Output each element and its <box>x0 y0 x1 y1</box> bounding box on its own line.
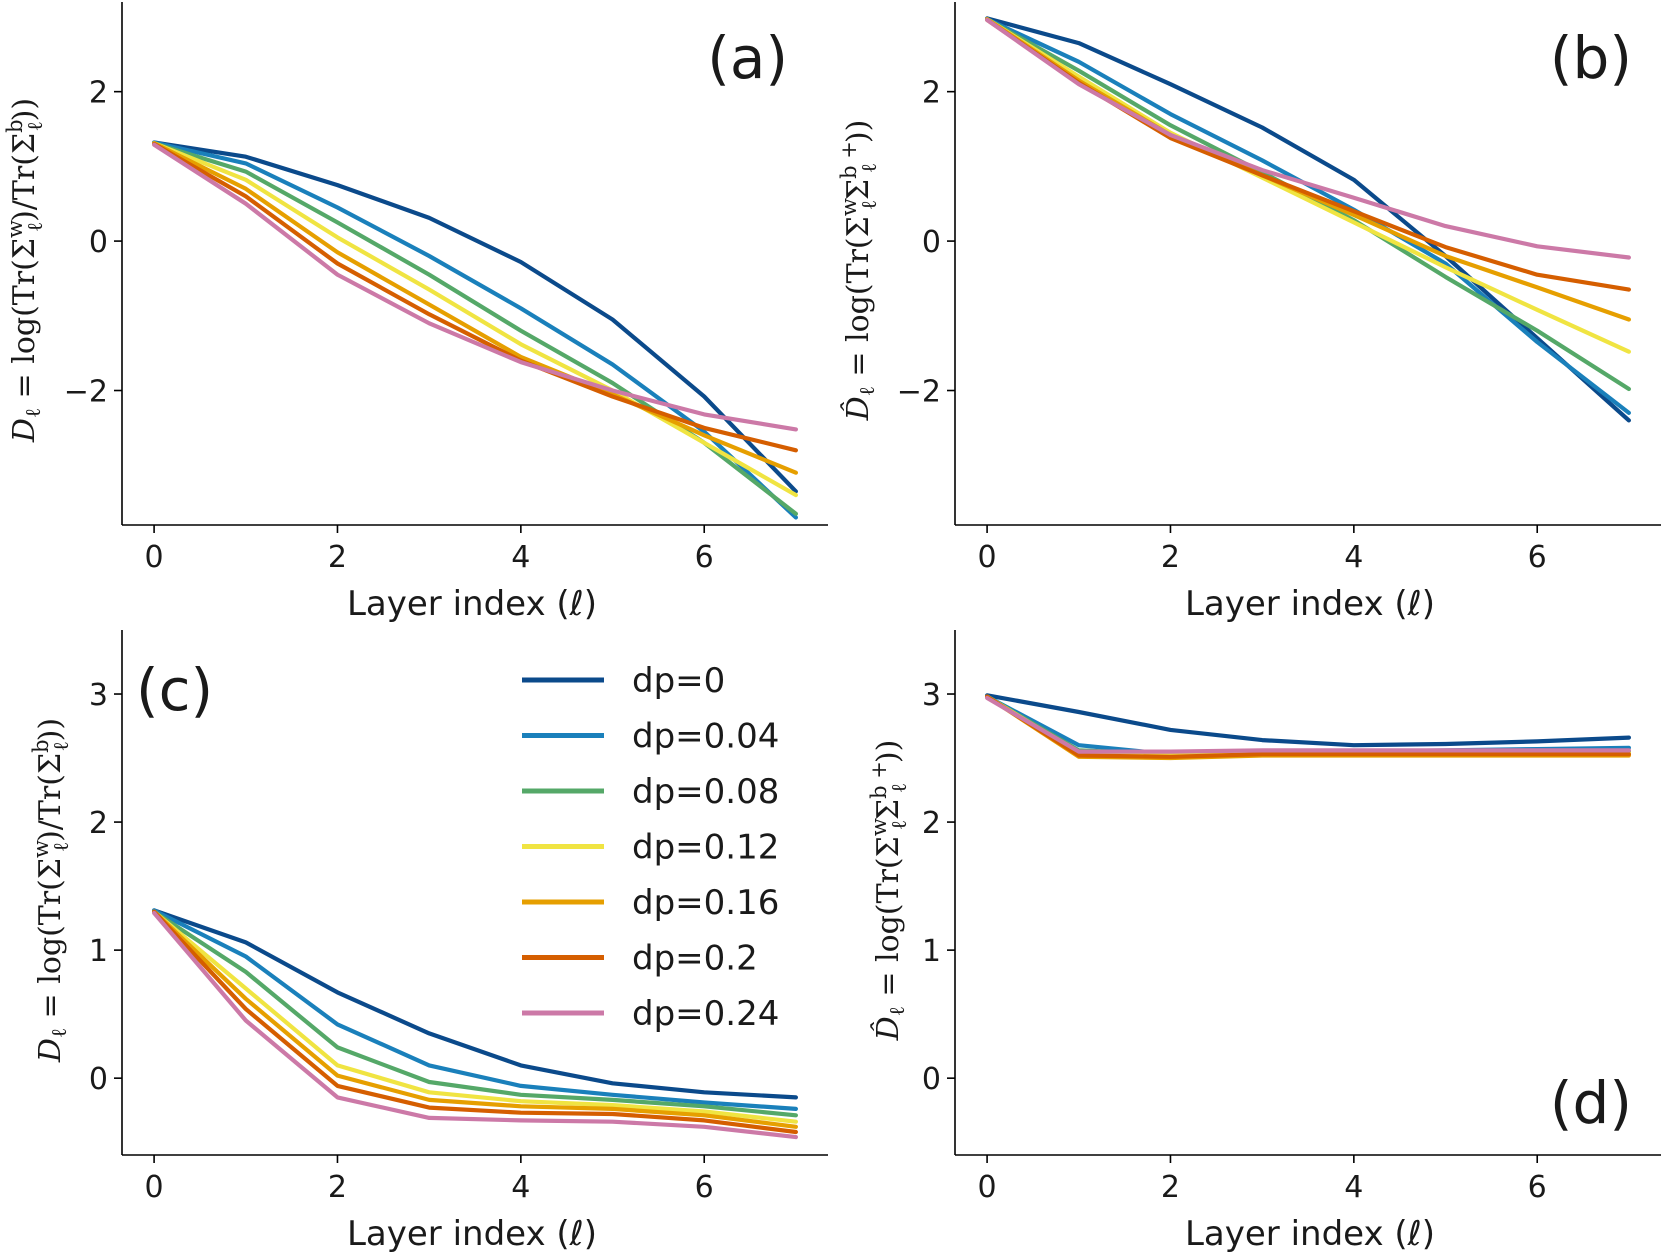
y-axis-label-b: D̂ℓ = log(Tr(ΣwℓΣb +ℓ)) <box>837 120 881 422</box>
x-tick-label: 6 <box>1528 540 1547 575</box>
x-tick-label: 2 <box>1161 1170 1180 1205</box>
x-axis-label-c: Layer index (ℓ) <box>347 1214 597 1252</box>
series-line-dp-0-12 <box>984 17 1632 354</box>
x-tick-label: 0 <box>145 540 164 575</box>
y-tick-label: 0 <box>922 225 941 260</box>
series-line-dp-0 <box>152 140 799 494</box>
series-line-dp-0-16 <box>152 909 799 1129</box>
y-tick-label: −2 <box>897 375 941 410</box>
series-line-dp-0-04 <box>152 908 799 1112</box>
y-tick-label: 1 <box>922 934 941 969</box>
x-axis-label-d: Layer index (ℓ) <box>1185 1214 1435 1252</box>
series-line-dp-0-16 <box>152 141 799 475</box>
y-axis-label-a: Dℓ = log(Tr(Σwℓ)/Tr(Σbℓ)) <box>3 98 47 443</box>
series-line-dp-0-2 <box>152 141 799 453</box>
plot-area-d: 0 2 4 6 0 1 2 3 <box>922 630 1661 1205</box>
y-axis-label-c: Dℓ = log(Tr(Σwℓ)/Tr(Σbℓ)) <box>29 718 73 1063</box>
series-line-dp-0-24 <box>984 695 1632 754</box>
y-tick-label: 0 <box>922 1062 941 1097</box>
y-tick-label: 3 <box>89 678 108 713</box>
legend-label: dp=0.12 <box>632 828 779 868</box>
series-line-dp-0-04 <box>984 694 1632 757</box>
series-line-dp-0-12 <box>152 909 799 1124</box>
y-axis-label-d: D̂ℓ = log(Tr(ΣwℓΣb +ℓ)) <box>867 740 911 1042</box>
legend-label: dp=0.08 <box>632 772 779 812</box>
x-tick-label: 6 <box>695 540 714 575</box>
x-tick-label: 4 <box>511 540 530 575</box>
x-tick-label: 2 <box>328 1170 347 1205</box>
legend: dp=0 dp=0.04 dp=0.08 dp=0.12 dp=0.16 dp=0.2 dp… <box>522 661 779 1034</box>
y-tick-label: 2 <box>922 76 941 111</box>
y-tick-label: 0 <box>89 225 108 260</box>
plot-area-c: 0 2 4 6 0 1 2 3 <box>89 630 828 1205</box>
series-line-dp-0 <box>984 16 1632 423</box>
y-tick-label: 3 <box>922 678 941 713</box>
panel-label-a: (a) <box>707 24 788 92</box>
legend-label: dp=0.24 <box>632 994 779 1034</box>
series-line-dp-0-24 <box>984 17 1632 260</box>
series-line-dp-0-24 <box>152 142 799 432</box>
panel-label-d: (d) <box>1550 1069 1632 1137</box>
panel-c: 0 2 4 6 0 1 2 3 (c) Layer index (ℓ) Dℓ = log(Tr… <box>29 630 828 1252</box>
series-line-dp-0-24 <box>152 910 799 1140</box>
x-tick-label: 0 <box>978 540 997 575</box>
y-tick-label: −2 <box>64 375 108 410</box>
x-tick-label: 6 <box>1528 1170 1547 1205</box>
series-line-dp-0-2 <box>984 694 1632 759</box>
x-tick-label: 2 <box>1161 540 1180 575</box>
panel-label-c: (c) <box>136 656 213 724</box>
x-tick-label: 4 <box>511 1170 530 1205</box>
x-tick-label: 0 <box>978 1170 997 1205</box>
panel-a: 0 2 4 6 −2 0 2 (a) Layer index (ℓ) Dℓ = log(Tr… <box>3 2 828 624</box>
legend-label: dp=0 <box>632 661 725 701</box>
series-line-dp-0-2 <box>152 909 799 1135</box>
x-tick-label: 4 <box>1344 540 1363 575</box>
panel-label-b: (b) <box>1550 24 1632 92</box>
x-tick-label: 2 <box>328 540 347 575</box>
series-line-dp-0 <box>152 908 799 1100</box>
legend-label: dp=0.04 <box>632 717 779 757</box>
y-tick-label: 2 <box>89 806 108 841</box>
plot-area-a: 0 2 4 6 −2 0 2 <box>64 2 828 575</box>
panel-b: 0 2 4 6 −2 0 2 (b) Layer index (ℓ) D̂ℓ = log(T… <box>837 2 1661 624</box>
y-tick-label: 2 <box>89 76 108 111</box>
x-axis-label-b: Layer index (ℓ) <box>1185 584 1435 624</box>
series-line-dp-0-08 <box>152 909 799 1118</box>
y-tick-label: 2 <box>922 806 941 841</box>
x-tick-label: 0 <box>145 1170 164 1205</box>
y-tick-label: 1 <box>89 934 108 969</box>
series-line-dp-0 <box>984 693 1632 748</box>
x-tick-label: 6 <box>695 1170 714 1205</box>
x-tick-label: 4 <box>1344 1170 1363 1205</box>
x-axis-label-a: Layer index (ℓ) <box>347 584 597 624</box>
series-line-dp-0-12 <box>152 141 799 498</box>
y-tick-label: 0 <box>89 1062 108 1097</box>
legend-label: dp=0.16 <box>632 883 779 923</box>
panel-d: 0 2 4 6 0 1 2 3 (d) Layer index (ℓ) D̂ℓ = log(T… <box>867 630 1661 1252</box>
plot-area-b: 0 2 4 6 −2 0 2 <box>897 2 1661 575</box>
series-line-dp-0-04 <box>152 140 799 520</box>
legend-label: dp=0.2 <box>632 939 758 979</box>
